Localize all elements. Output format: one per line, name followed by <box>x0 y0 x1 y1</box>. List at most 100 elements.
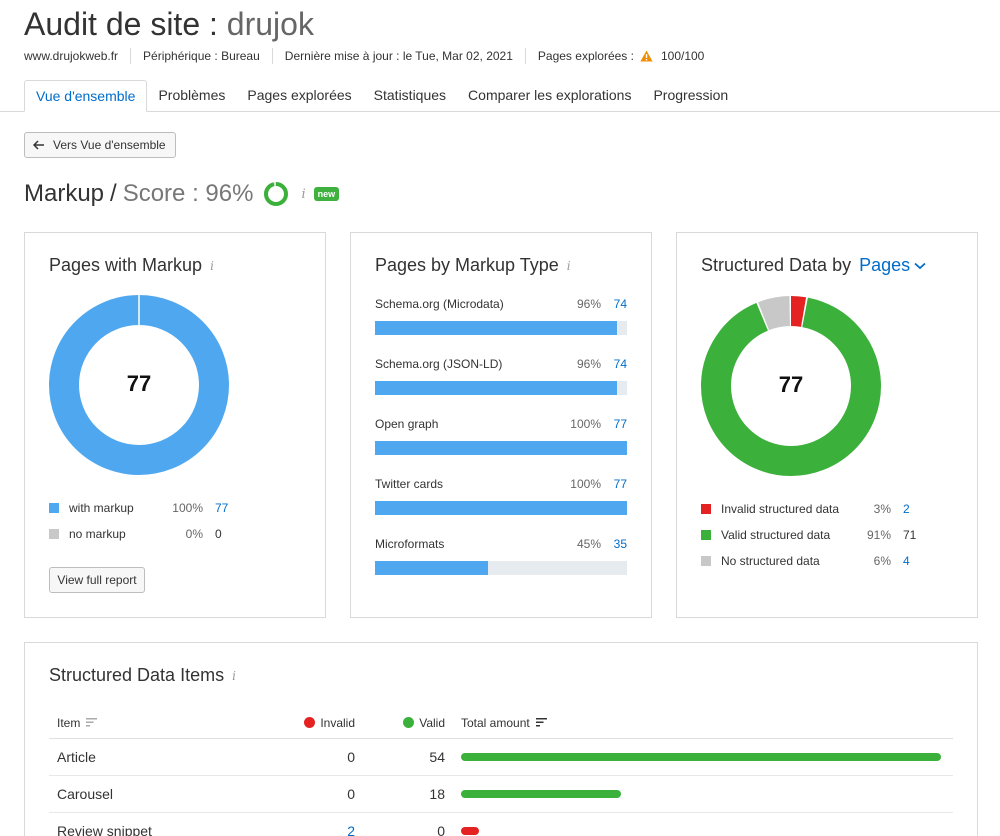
donut-slice[interactable] <box>701 296 881 476</box>
markup-type-name: Schema.org (JSON-LD) <box>375 357 503 371</box>
legend-swatch <box>701 530 711 540</box>
legend-swatch <box>701 504 711 514</box>
legend-count[interactable]: 2 <box>903 502 910 516</box>
col-invalid[interactable]: Invalid <box>249 716 355 730</box>
info-icon[interactable]: i <box>566 258 571 273</box>
card-title: Pages by Markup Type i <box>375 255 571 276</box>
markup-type-header: Microformats 45% 35 <box>375 537 627 551</box>
info-icon[interactable]: i <box>210 258 214 273</box>
total-amount-bar <box>461 790 621 798</box>
section-title: Markup / Score : 96% i new <box>24 180 340 208</box>
markup-type-row: Schema.org (Microdata) 96% 74 <box>375 297 627 335</box>
card-title: Pages with Markup i <box>49 255 214 276</box>
tab-progress[interactable]: Progression <box>653 87 729 103</box>
legend-count[interactable]: 4 <box>903 554 910 568</box>
legend-pct: 3% <box>873 502 891 516</box>
title-separator: / <box>110 180 117 207</box>
markup-type-bar <box>375 321 617 335</box>
tab-crawled-pages[interactable]: Pages explorées <box>247 87 352 103</box>
markup-type-count-link[interactable]: 77 <box>613 417 627 431</box>
tab-overview[interactable]: Vue d'ensemble <box>24 80 148 112</box>
markup-type-count-link[interactable]: 74 <box>613 297 627 311</box>
info-icon[interactable]: i <box>301 186 306 202</box>
legend-count: 71 <box>903 528 917 542</box>
legend-swatch <box>49 529 59 539</box>
legend-count: 0 <box>215 527 222 541</box>
col-item[interactable]: Item <box>49 716 249 730</box>
markup-type-name: Microformats <box>375 537 445 551</box>
donut-total: 77 <box>126 371 152 396</box>
markup-type-count-link[interactable]: 77 <box>613 477 627 491</box>
card-title-text: Structured Data Items <box>49 665 225 685</box>
valid-dot-icon <box>403 717 415 728</box>
col-invalid-label: Invalid <box>320 715 355 730</box>
table-row[interactable]: Carousel 0 18 <box>49 776 953 813</box>
markup-type-count-link[interactable]: 35 <box>613 537 627 551</box>
sort-icon <box>86 718 98 727</box>
sort-icon <box>535 718 547 727</box>
back-to-overview-button[interactable]: Vers Vue d'ensemble <box>24 132 176 158</box>
markup-type-pct: 45% <box>576 537 601 551</box>
tab-compare-crawls[interactable]: Comparer les explorations <box>468 87 632 103</box>
markup-type-bar <box>375 561 489 575</box>
tab-issues[interactable]: Problèmes <box>158 87 226 103</box>
device-label: Périphérique : Bureau <box>143 49 260 63</box>
info-icon[interactable]: i <box>232 668 236 683</box>
back-button-label: Vers Vue d'ensemble <box>53 138 166 152</box>
chevron-down-icon <box>914 262 926 269</box>
structured-data-items-card: Structured Data Items i Item Invalid Vali… <box>24 642 978 836</box>
tab-bar: Vue d'ensemble Problèmes Pages explorées… <box>24 80 739 112</box>
total-amount-bar <box>461 827 479 835</box>
tab-statistics[interactable]: Statistiques <box>373 87 447 103</box>
markup-type-header: Twitter cards 100% 77 <box>375 477 627 491</box>
markup-type-pct: 100% <box>570 417 601 431</box>
pages-dropdown[interactable]: Pages <box>859 255 926 276</box>
legend-label: with markup <box>69 501 134 515</box>
invalid-dot-icon <box>304 717 316 728</box>
markup-type-bar-track <box>375 381 627 395</box>
markup-donut: 77 <box>49 295 229 475</box>
total-amount-cell <box>445 790 953 798</box>
card-title-text: Structured Data by <box>701 255 852 275</box>
valid-count: 0 <box>437 823 445 836</box>
col-total[interactable]: Total amount <box>445 716 953 730</box>
markup-type-row: Twitter cards 100% 77 <box>375 477 627 515</box>
markup-type-pct: 100% <box>570 477 601 491</box>
col-valid[interactable]: Valid <box>355 716 445 730</box>
pages-with-markup-card: Pages with Markup i 77 with markup 100% 7… <box>24 232 326 618</box>
view-full-report-button[interactable]: View full report <box>49 567 145 593</box>
divider <box>130 48 132 64</box>
table-row[interactable]: Article 0 54 <box>49 739 953 776</box>
new-badge: new <box>313 187 340 201</box>
structured-data-card: Structured Data by Pages 77 Invalid stru… <box>676 232 978 618</box>
markup-type-header: Schema.org (Microdata) 96% 74 <box>375 297 627 311</box>
item-name: Review snippet <box>57 823 152 836</box>
donut-slice[interactable] <box>701 296 881 476</box>
markup-type-pct: 96% <box>576 357 601 371</box>
markup-type-header: Open graph 100% 77 <box>375 417 627 431</box>
arrow-left-icon <box>33 140 44 150</box>
item-name: Article <box>57 749 96 765</box>
divider <box>271 48 273 64</box>
legend-item: No structured data 6% 4 <box>701 554 921 568</box>
markup-type-row: Open graph 100% 77 <box>375 417 627 455</box>
markup-type-bar-track <box>375 321 627 335</box>
markup-type-count-link[interactable]: 74 <box>613 357 627 371</box>
markup-type-bar <box>375 501 627 515</box>
legend-swatch <box>701 556 711 566</box>
legend-count-link[interactable]: 77 <box>215 501 229 515</box>
legend-pct: 6% <box>873 554 891 568</box>
structured-data-donut: 77 <box>701 296 881 476</box>
table-row[interactable]: Review snippet 2 0 <box>49 813 953 836</box>
legend-swatch <box>49 503 59 513</box>
legend-item: with markup 100% 77 <box>49 501 233 515</box>
legend-item: Invalid structured data 3% 2 <box>701 502 921 516</box>
legend-label: No structured data <box>721 554 820 568</box>
markup-type-pct: 96% <box>576 297 601 311</box>
invalid-count: 0 <box>347 749 355 765</box>
legend-item: Valid structured data 91% 71 <box>701 528 921 542</box>
legend-item: no markup 0% 0 <box>49 527 233 541</box>
section-name: Markup <box>24 180 105 207</box>
donut-total: 77 <box>778 372 804 397</box>
invalid-count[interactable]: 2 <box>347 823 355 836</box>
